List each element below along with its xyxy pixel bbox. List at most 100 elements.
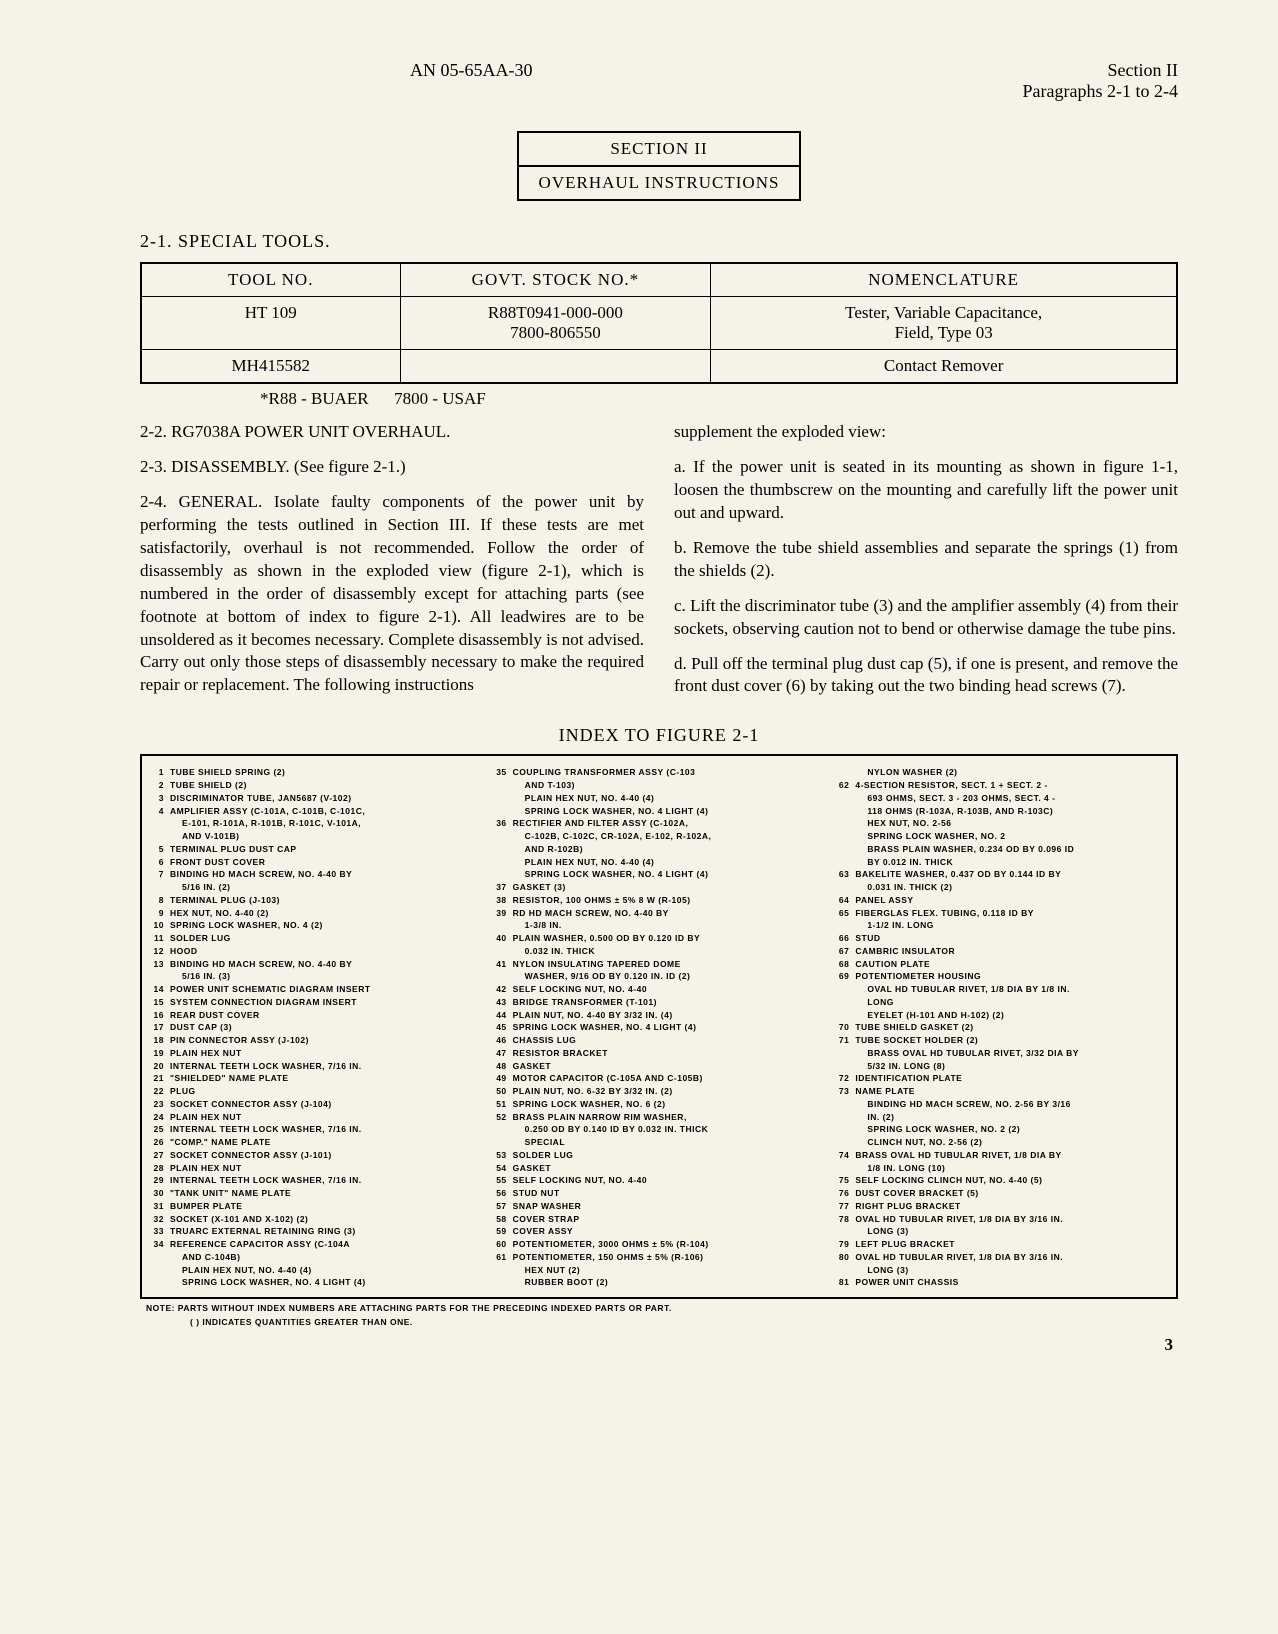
index-text: BRASS OVAL HD TUBULAR RIVET, 3/32 DIA BY: [835, 1047, 1079, 1060]
index-text: OVAL HD TUBULAR RIVET, 1/8 DIA BY 3/16 I…: [855, 1213, 1168, 1226]
index-number: 31: [150, 1200, 170, 1213]
index-text: BRASS OVAL HD TUBULAR RIVET, 1/8 DIA BY: [855, 1149, 1168, 1162]
table-cell: MH415582: [141, 350, 400, 384]
index-item: 2TUBE SHIELD (2): [150, 779, 483, 792]
index-text: 4-SECTION RESISTOR, SECT. 1 + SECT. 2 -: [855, 779, 1168, 792]
index-text: SPRING LOCK WASHER, NO. 2 (2): [835, 1123, 1020, 1136]
index-item: 69POTENTIOMETER HOUSING: [835, 970, 1168, 983]
index-text: TUBE SOCKET HOLDER (2): [855, 1034, 1168, 1047]
index-text: COVER STRAP: [513, 1213, 826, 1226]
index-text: CAMBRIC INSULATOR: [855, 945, 1168, 958]
index-item: LONG (3): [835, 1264, 1168, 1277]
index-text: SOCKET CONNECTOR ASSY (J-101): [170, 1149, 483, 1162]
index-item: 51SPRING LOCK WASHER, NO. 6 (2): [493, 1098, 826, 1111]
index-text: PLAIN HEX NUT, NO. 4-40 (4): [150, 1264, 312, 1277]
index-item: 45SPRING LOCK WASHER, NO. 4 LIGHT (4): [493, 1021, 826, 1034]
index-item: 31BUMPER PLATE: [150, 1200, 483, 1213]
index-text: BUMPER PLATE: [170, 1200, 483, 1213]
index-item: OVAL HD TUBULAR RIVET, 1/8 DIA BY 1/8 IN…: [835, 983, 1168, 996]
index-text: GASKET: [513, 1162, 826, 1175]
index-text: HEX NUT, NO. 2-56: [835, 817, 951, 830]
index-item: 0.031 IN. THICK (2): [835, 881, 1168, 894]
col-nomenclature: NOMENCLATURE: [711, 263, 1177, 297]
index-item: 14POWER UNIT SCHEMATIC DIAGRAM INSERT: [150, 983, 483, 996]
index-item: 68CAUTION PLATE: [835, 958, 1168, 971]
index-item: HEX NUT, NO. 2-56: [835, 817, 1168, 830]
index-number: 77: [835, 1200, 855, 1213]
index-number: 61: [493, 1251, 513, 1264]
index-col-3: NYLON WASHER (2)624-SECTION RESISTOR, SE…: [835, 766, 1168, 1289]
index-text: POWER UNIT SCHEMATIC DIAGRAM INSERT: [170, 983, 483, 996]
index-text: SPRING LOCK WASHER, NO. 4 LIGHT (4): [493, 805, 709, 818]
section-title-line2: OVERHAUL INSTRUCTIONS: [519, 167, 800, 199]
index-item: 32SOCKET (X-101 AND X-102) (2): [150, 1213, 483, 1226]
index-number: 3: [150, 792, 170, 805]
index-item: 63BAKELITE WASHER, 0.437 OD BY 0.144 ID …: [835, 868, 1168, 881]
index-text: SPRING LOCK WASHER, NO. 2: [835, 830, 1005, 843]
index-text: STUD NUT: [513, 1187, 826, 1200]
index-item: 50PLAIN NUT, NO. 6-32 BY 3/32 IN. (2): [493, 1085, 826, 1098]
index-text: 5/16 IN. (3): [150, 970, 231, 983]
section-label: Section II: [1023, 60, 1178, 81]
index-text: AND V-101B): [150, 830, 239, 843]
index-item: PLAIN HEX NUT, NO. 4-40 (4): [150, 1264, 483, 1277]
index-text: TUBE SHIELD (2): [170, 779, 483, 792]
table-cell: Contact Remover: [711, 350, 1177, 384]
table-row: MH415582 Contact Remover: [141, 350, 1177, 384]
index-item: 1/8 IN. LONG (10): [835, 1162, 1168, 1175]
index-text: SELF LOCKING NUT, NO. 4-40: [513, 983, 826, 996]
index-item: 52BRASS PLAIN NARROW RIM WASHER,: [493, 1111, 826, 1124]
index-item: AND T-103): [493, 779, 826, 792]
index-number: 70: [835, 1021, 855, 1034]
tools-table: TOOL NO. GOVT. STOCK NO.* NOMENCLATURE H…: [140, 262, 1178, 384]
index-number: 37: [493, 881, 513, 894]
body-paragraph: b. Remove the tube shield assemblies and…: [674, 537, 1178, 583]
index-text: LONG (3): [835, 1264, 908, 1277]
index-text: GASKET (3): [513, 881, 826, 894]
right-column: supplement the exploded view:a. If the p…: [674, 421, 1178, 710]
index-text: OVAL HD TUBULAR RIVET, 1/8 DIA BY 1/8 IN…: [835, 983, 1070, 996]
page-header: AN 05-65AA-30 Section II Paragraphs 2-1 …: [140, 60, 1178, 81]
index-item: SPRING LOCK WASHER, NO. 4 LIGHT (4): [493, 868, 826, 881]
index-text: RESISTOR BRACKET: [513, 1047, 826, 1060]
index-item: BY 0.012 IN. THICK: [835, 856, 1168, 869]
index-text: TRUARC EXTERNAL RETAINING RING (3): [170, 1225, 483, 1238]
index-item: NYLON WASHER (2): [835, 766, 1168, 779]
index-note-2: ( ) INDICATES QUANTITIES GREATER THAN ON…: [140, 1317, 1178, 1327]
index-number: 27: [150, 1149, 170, 1162]
index-item: 29INTERNAL TEETH LOCK WASHER, 7/16 IN.: [150, 1174, 483, 1187]
table-cell: R88T0941-000-000 7800-806550: [400, 297, 711, 350]
index-text: SPRING LOCK WASHER, NO. 4 (2): [170, 919, 483, 932]
index-number: 69: [835, 970, 855, 983]
index-text: PLAIN HEX NUT, NO. 4-40 (4): [493, 856, 655, 869]
index-text: SPRING LOCK WASHER, NO. 4 LIGHT (4): [493, 868, 709, 881]
index-number: 35: [493, 766, 513, 779]
index-text: BINDING HD MACH SCREW, NO. 4-40 BY: [170, 958, 483, 971]
index-text: LEFT PLUG BRACKET: [855, 1238, 1168, 1251]
index-text: BINDING HD MACH SCREW, NO. 2-56 BY 3/16: [835, 1098, 1071, 1111]
index-text: "TANK UNIT" NAME PLATE: [170, 1187, 483, 1200]
index-text: BINDING HD MACH SCREW, NO. 4-40 BY: [170, 868, 483, 881]
index-item: 56STUD NUT: [493, 1187, 826, 1200]
index-number: 30: [150, 1187, 170, 1200]
index-text: POTENTIOMETER, 150 OHMS ± 5% (R-106): [513, 1251, 826, 1264]
table-row: HT 109R88T0941-000-000 7800-806550Tester…: [141, 297, 1177, 350]
index-number: 24: [150, 1111, 170, 1124]
doc-number: AN 05-65AA-30: [410, 60, 532, 81]
index-title: INDEX TO FIGURE 2-1: [140, 725, 1178, 746]
index-number: 32: [150, 1213, 170, 1226]
index-item: BRASS PLAIN WASHER, 0.234 OD BY 0.096 ID: [835, 843, 1168, 856]
left-column: 2-2. RG7038A POWER UNIT OVERHAUL.2-3. DI…: [140, 421, 644, 710]
index-item: 17DUST CAP (3): [150, 1021, 483, 1034]
index-text: POTENTIOMETER HOUSING: [855, 970, 1168, 983]
index-text: PLAIN HEX NUT, NO. 4-40 (4): [493, 792, 655, 805]
index-item: 78OVAL HD TUBULAR RIVET, 1/8 DIA BY 3/16…: [835, 1213, 1168, 1226]
index-text: REFERENCE CAPACITOR ASSY (C-104A: [170, 1238, 483, 1251]
index-number: 39: [493, 907, 513, 920]
index-item: 81POWER UNIT CHASSIS: [835, 1276, 1168, 1289]
index-text: C-102B, C-102C, CR-102A, E-102, R-102A,: [493, 830, 712, 843]
index-item: 39RD HD MACH SCREW, NO. 4-40 BY: [493, 907, 826, 920]
index-text: TERMINAL PLUG (J-103): [170, 894, 483, 907]
index-number: 18: [150, 1034, 170, 1047]
index-number: 36: [493, 817, 513, 830]
